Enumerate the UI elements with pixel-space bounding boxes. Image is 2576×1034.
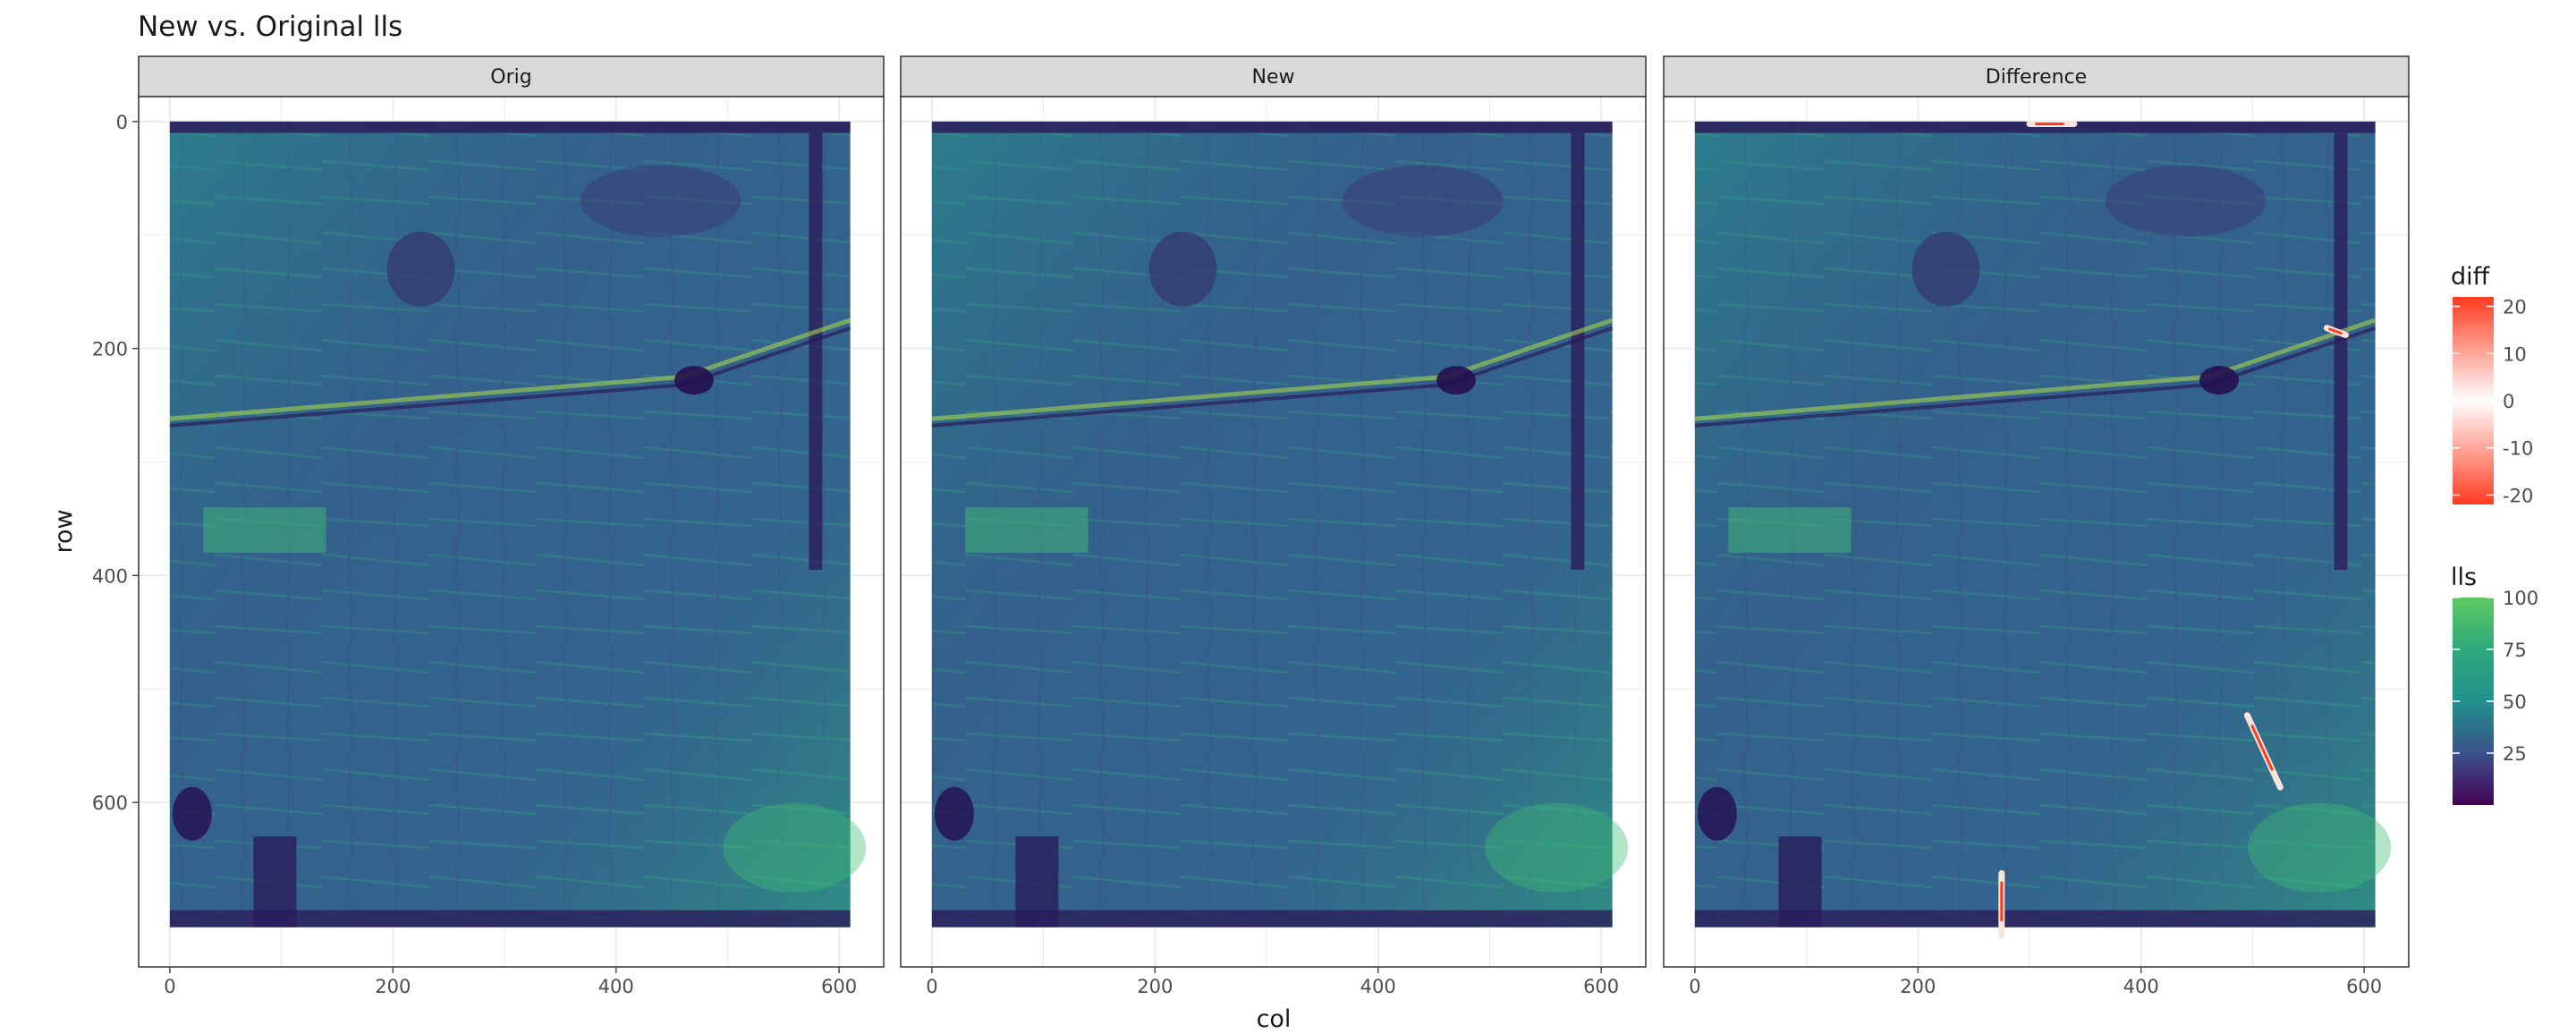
x-tick-label: 0 — [926, 976, 937, 997]
facet-strip — [900, 55, 1647, 97]
colorbar-tick-label: 20 — [2503, 297, 2527, 318]
x-axis: 0 200 400 600 — [164, 967, 857, 997]
facet-strip-label: Orig — [490, 66, 531, 89]
y-tick-label: 200 — [92, 339, 128, 360]
x-tick-label: 400 — [2123, 976, 2159, 997]
x-tick-label: 600 — [821, 976, 857, 997]
y-tick-label: 600 — [92, 792, 128, 814]
facet-strip-label: New — [1252, 66, 1295, 89]
x-tick-label: 400 — [598, 976, 634, 997]
heatmap-raster — [931, 121, 1629, 928]
difference-mark — [2328, 327, 2343, 335]
colorbar-tick-label: 0 — [2503, 391, 2514, 412]
x-tick-label: 0 — [164, 976, 175, 997]
y-tick-label: 0 — [116, 112, 128, 133]
heatmap-raster — [1694, 121, 2392, 928]
y-tick-label: 400 — [92, 565, 128, 587]
x-tick-label: 600 — [1583, 976, 1619, 997]
heatmap-raster — [169, 121, 867, 928]
facet-strip — [1663, 55, 2410, 97]
colorbar-tick-label: -20 — [2503, 485, 2533, 506]
x-tick-label: 600 — [2346, 976, 2382, 997]
x-tick-label: 200 — [1900, 976, 1936, 997]
colorbar-tick-label: 100 — [2503, 588, 2538, 609]
x-tick-label: 400 — [1360, 976, 1396, 997]
y-axis: 0 200 400 600 — [92, 112, 139, 814]
y-axis-label: row — [50, 509, 78, 553]
colorbar-tick-label: 25 — [2503, 743, 2527, 765]
x-tick-label: 200 — [375, 976, 411, 997]
panel-border — [900, 96, 1647, 968]
legend-lls: lls 100 75 50 25 — [2451, 564, 2538, 805]
x-axis-label: col — [1257, 1005, 1292, 1030]
panel-border — [1663, 96, 2410, 968]
legend-title: lls — [2451, 564, 2477, 591]
x-tick-label: 0 — [1689, 976, 1700, 997]
colorbar-tick-label: 50 — [2503, 691, 2527, 713]
colorbar-tick-label: 10 — [2503, 343, 2527, 365]
chart-title: New vs. Original lls — [138, 11, 402, 43]
x-axis: 0 200 400 600 — [1689, 967, 2382, 997]
difference-overlay — [1998, 120, 2349, 939]
panel-border — [138, 96, 885, 968]
colorbar-tick-label: -10 — [2503, 438, 2533, 460]
facet-panel-new: New 0 200 400 600 — [900, 55, 1647, 997]
colorbar-tick-label: 75 — [2503, 640, 2527, 661]
legend-diff: diff 20 10 0 -10 -20 — [2451, 263, 2533, 506]
x-tick-label: 200 — [1137, 976, 1173, 997]
difference-mark — [2250, 725, 2274, 771]
x-axis: 0 200 400 600 — [926, 967, 1619, 997]
facet-strip — [138, 55, 885, 97]
legend-title: diff — [2451, 263, 2491, 291]
facet-panel-orig: Orig 0 200 400 600 — [138, 55, 885, 997]
facet-strip-label: Difference — [1986, 66, 2087, 89]
facet-panel-difference: Difference 0 200 400 600 — [1663, 55, 2410, 997]
